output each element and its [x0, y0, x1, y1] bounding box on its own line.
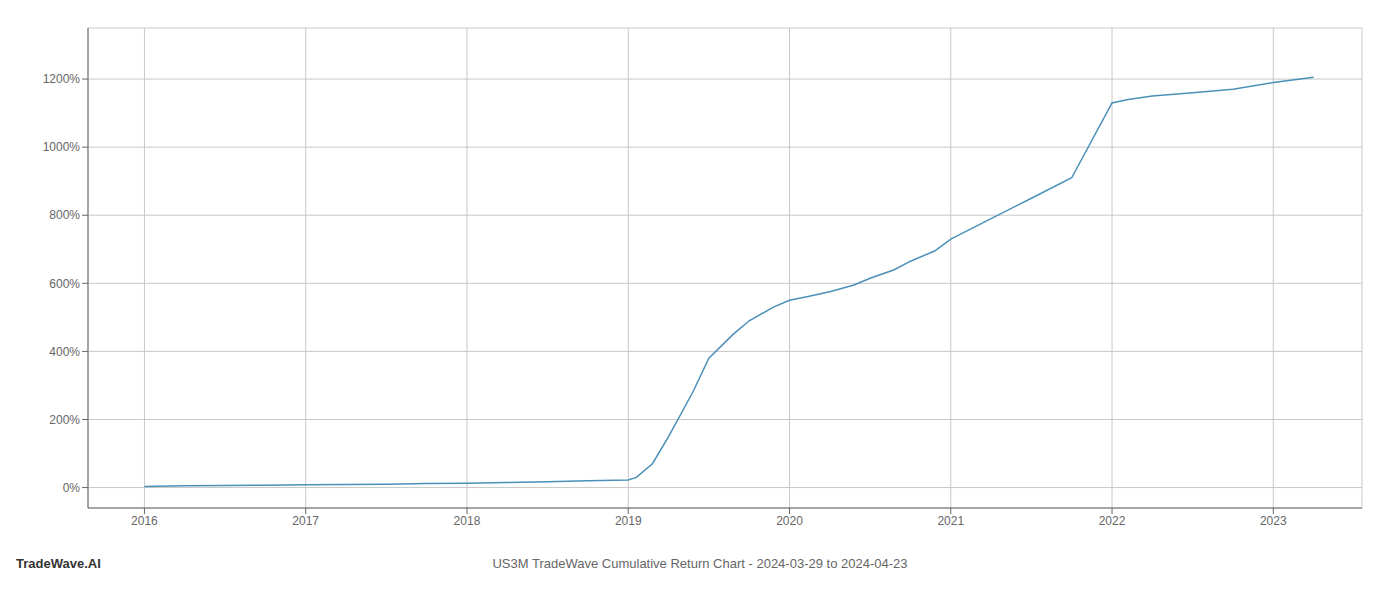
svg-text:2023: 2023 — [1260, 514, 1287, 528]
svg-text:800%: 800% — [49, 208, 80, 222]
svg-text:2017: 2017 — [292, 514, 319, 528]
svg-text:2018: 2018 — [454, 514, 481, 528]
svg-text:1000%: 1000% — [43, 140, 81, 154]
svg-text:1200%: 1200% — [43, 72, 81, 86]
svg-text:600%: 600% — [49, 277, 80, 291]
svg-text:0%: 0% — [63, 481, 81, 495]
html-text:TradeWave.AI: TradeWave.AI — [16, 556, 101, 571]
svg-text:2021: 2021 — [937, 514, 964, 528]
svg-text:2019: 2019 — [615, 514, 642, 528]
svg-text:2020: 2020 — [776, 514, 803, 528]
svg-text:200%: 200% — [49, 413, 80, 427]
html-text:US3M TradeWave Cumulative Retu: US3M TradeWave Cumulative Return Chart -… — [492, 556, 908, 571]
svg-text:400%: 400% — [49, 345, 80, 359]
svg-text:2016: 2016 — [131, 514, 158, 528]
svg-text:2022: 2022 — [1099, 514, 1126, 528]
